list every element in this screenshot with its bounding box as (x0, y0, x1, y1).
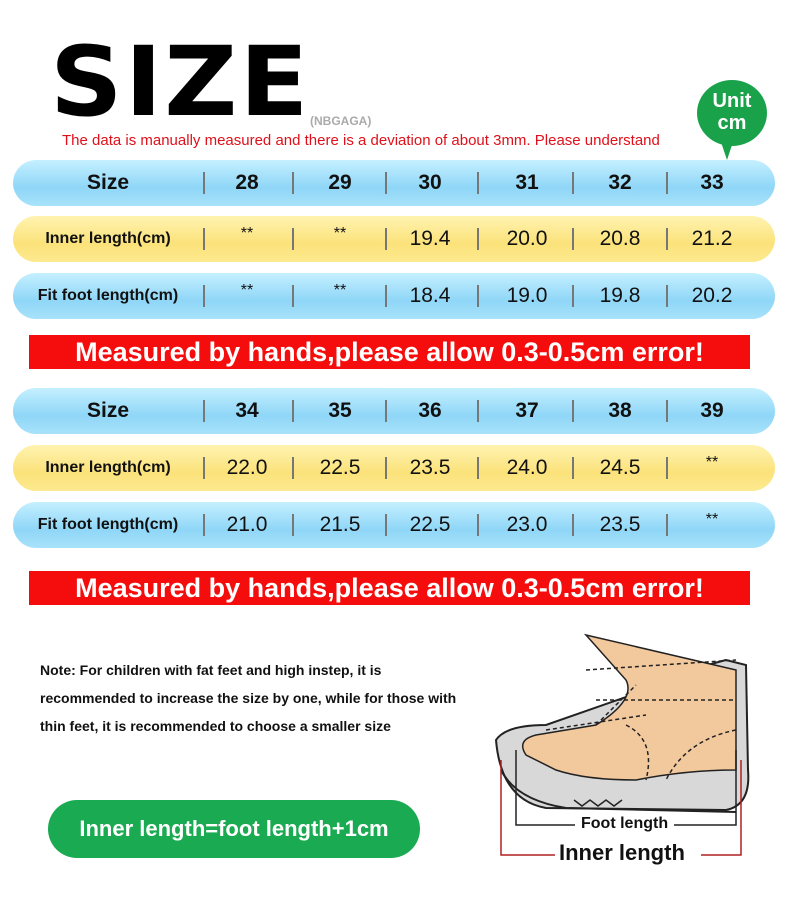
fit-foot-length-row: Fit foot length(cm) ** ** 18.4 19.0 19.8 20.2 (13, 273, 775, 319)
value-cell: 24.0 (506, 456, 548, 479)
value-cell: 30 (418, 171, 442, 194)
column-divider (292, 457, 294, 479)
column-divider (292, 400, 294, 422)
row-label: Size (86, 399, 130, 422)
row-label: Fit foot length(cm) (37, 516, 179, 533)
row-label: Inner length(cm) (45, 459, 171, 476)
warning-banner: Measured by hands,please allow 0.3-0.5cm… (29, 571, 750, 605)
row-label: Fit foot length(cm) (37, 287, 179, 304)
value-cell: 31 (515, 171, 539, 194)
value-cell: 20.0 (506, 227, 548, 250)
unit-label: Unit (712, 90, 752, 112)
column-divider (666, 172, 668, 194)
column-divider (572, 228, 574, 250)
column-divider (292, 172, 294, 194)
value-cell: 19.4 (409, 227, 451, 250)
disclaimer: The data is manually measured and there … (62, 132, 660, 149)
value-cell: 23.5 (409, 456, 451, 479)
warning-banner: Measured by hands,please allow 0.3-0.5cm… (29, 335, 750, 369)
column-divider (385, 172, 387, 194)
value-cell: 23.0 (506, 513, 548, 536)
value-cell: 37 (515, 399, 539, 422)
value-cell: 19.0 (506, 284, 548, 307)
value-cell: ** (333, 282, 347, 299)
column-divider (666, 514, 668, 536)
value-cell: 32 (608, 171, 632, 194)
column-divider (292, 514, 294, 536)
value-cell: ** (705, 454, 719, 471)
column-divider (385, 400, 387, 422)
column-divider (666, 457, 668, 479)
inner-length-row: Inner length(cm) 22.0 22.5 23.5 24.0 24.5 ** (13, 445, 775, 491)
column-divider (385, 514, 387, 536)
value-cell: ** (240, 282, 254, 299)
column-divider (203, 457, 205, 479)
note: Note: For children with fat feet and hig… (40, 662, 457, 734)
column-divider (477, 285, 479, 307)
value-cell: 38 (608, 399, 632, 422)
value-cell: ** (705, 511, 719, 528)
value-cell: 35 (328, 399, 352, 422)
column-divider (203, 514, 205, 536)
fit-foot-length-row: Fit foot length(cm) 21.0 21.5 22.5 23.0 23.5 *… (13, 502, 775, 548)
column-divider (203, 400, 205, 422)
value-cell: 36 (418, 399, 442, 422)
size-header-row: Size 34 35 36 37 38 39 (13, 388, 775, 434)
size-header-row: Size 28 29 30 31 32 33 (13, 160, 775, 206)
column-divider (203, 228, 205, 250)
column-divider (385, 457, 387, 479)
foot-in-shoe-diagram (494, 633, 750, 856)
inner-length-label: Inner length (555, 840, 689, 866)
column-divider (203, 285, 205, 307)
column-divider (203, 172, 205, 194)
brand: (NBGAGA) (310, 114, 372, 128)
value-cell: 33 (700, 171, 724, 194)
column-divider (572, 514, 574, 536)
column-divider (477, 514, 479, 536)
title: SIZE (50, 26, 311, 138)
column-divider (477, 172, 479, 194)
row-label: Size (86, 171, 130, 194)
column-divider (666, 228, 668, 250)
unit-value: cm (717, 112, 747, 134)
column-divider (292, 228, 294, 250)
column-divider (385, 285, 387, 307)
value-cell: ** (240, 225, 254, 242)
value-cell: 22.0 (226, 456, 268, 479)
value-cell: 20.8 (599, 227, 641, 250)
formula-badge: Inner length=foot length+1cm (48, 800, 420, 858)
value-cell: 22.5 (319, 456, 361, 479)
column-divider (666, 400, 668, 422)
column-divider (572, 457, 574, 479)
foot-length-label: Foot length (575, 815, 675, 833)
column-divider (572, 172, 574, 194)
value-cell: 39 (700, 399, 724, 422)
value-cell: 20.2 (691, 284, 733, 307)
value-cell: 21.5 (319, 513, 361, 536)
column-divider (292, 285, 294, 307)
column-divider (666, 285, 668, 307)
inner-length-row: Inner length(cm) ** ** 19.4 20.0 20.8 21.2 (13, 216, 775, 262)
value-cell: 29 (328, 171, 352, 194)
column-divider (385, 228, 387, 250)
value-cell: 22.5 (409, 513, 451, 536)
column-divider (572, 285, 574, 307)
value-cell: ** (333, 225, 347, 242)
value-cell: 21.2 (691, 227, 733, 250)
column-divider (477, 228, 479, 250)
value-cell: 19.8 (599, 284, 641, 307)
column-divider (477, 457, 479, 479)
value-cell: 21.0 (226, 513, 268, 536)
value-cell: 24.5 (599, 456, 641, 479)
unit-badge: Unit cm (697, 80, 767, 160)
column-divider (477, 400, 479, 422)
value-cell: 34 (235, 399, 259, 422)
column-divider (572, 400, 574, 422)
value-cell: 23.5 (599, 513, 641, 536)
value-cell: 28 (235, 171, 259, 194)
row-label: Inner length(cm) (45, 230, 171, 247)
value-cell: 18.4 (409, 284, 451, 307)
